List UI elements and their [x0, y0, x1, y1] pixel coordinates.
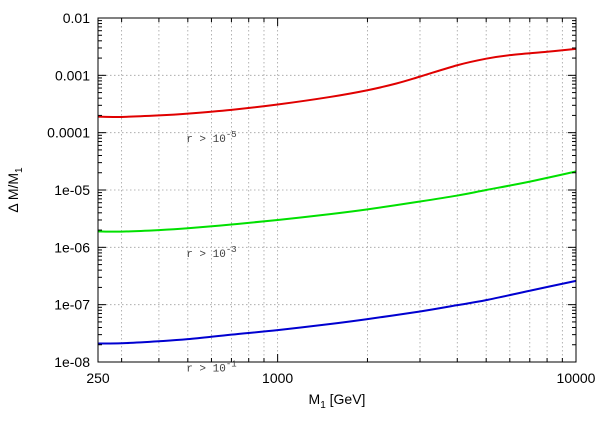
y-tick-label: 0.001	[55, 67, 90, 83]
series-line-3	[97, 279, 577, 345]
series-layer	[97, 47, 577, 345]
x-tick-label: 1000	[262, 370, 293, 386]
plot-frame	[97, 17, 577, 363]
x-axis-title: M1 [GeV]	[309, 391, 366, 411]
tick-marks	[97, 17, 577, 363]
y-tick-labels: 1e-08 1e-07 1e-06 1e-05 0.0001 0.001 0.01	[47, 10, 90, 370]
y-tick-label: 1e-05	[54, 182, 90, 198]
y-tick-label: 0.0001	[47, 125, 90, 141]
series-annotation-3: r > 10-1	[186, 360, 236, 376]
y-tick-label: 0.01	[63, 10, 90, 26]
series-line-1	[97, 47, 577, 119]
x-tick-labels: 250 1000 10000	[86, 370, 595, 386]
annotations: r > 10-5 r > 10-3 r > 10-1	[186, 130, 236, 375]
series-annotation-2: r > 10-3	[186, 245, 236, 261]
x-tick-label: 250	[86, 370, 110, 386]
series-annotation-1: r > 10-5	[186, 130, 236, 146]
y-tick-label: 1e-08	[54, 354, 90, 370]
y-axis-title: Δ M/M1	[5, 167, 25, 213]
x-tick-label: 10000	[557, 370, 596, 386]
grid	[98, 18, 576, 362]
y-tick-label: 1e-07	[54, 297, 90, 313]
y-tick-label: 1e-06	[54, 239, 90, 255]
series-line-2	[97, 170, 577, 233]
